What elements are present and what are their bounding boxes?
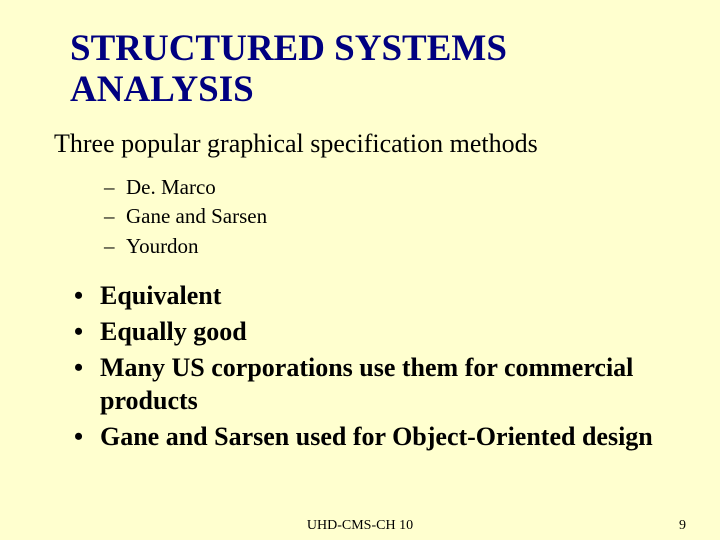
dash-list: De. Marco Gane and Sarsen Yourdon <box>104 173 672 261</box>
list-item: Equally good <box>74 315 672 349</box>
list-item: Many US corporations use them for commer… <box>74 351 672 419</box>
bullet-list: Equivalent Equally good Many US corporat… <box>74 279 672 454</box>
list-item: Gane and Sarsen <box>104 202 672 231</box>
list-item: Yourdon <box>104 232 672 261</box>
page-number: 9 <box>679 518 686 534</box>
slide-title: STRUCTURED SYSTEMS ANALYSIS <box>70 28 672 111</box>
list-item: De. Marco <box>104 173 672 202</box>
footer-center-text: UHD-CMS-CH 10 <box>307 518 413 534</box>
list-item: Equivalent <box>74 279 672 313</box>
slide-subhead: Three popular graphical specification me… <box>54 129 672 159</box>
list-item: Gane and Sarsen used for Object-Oriented… <box>74 420 672 454</box>
